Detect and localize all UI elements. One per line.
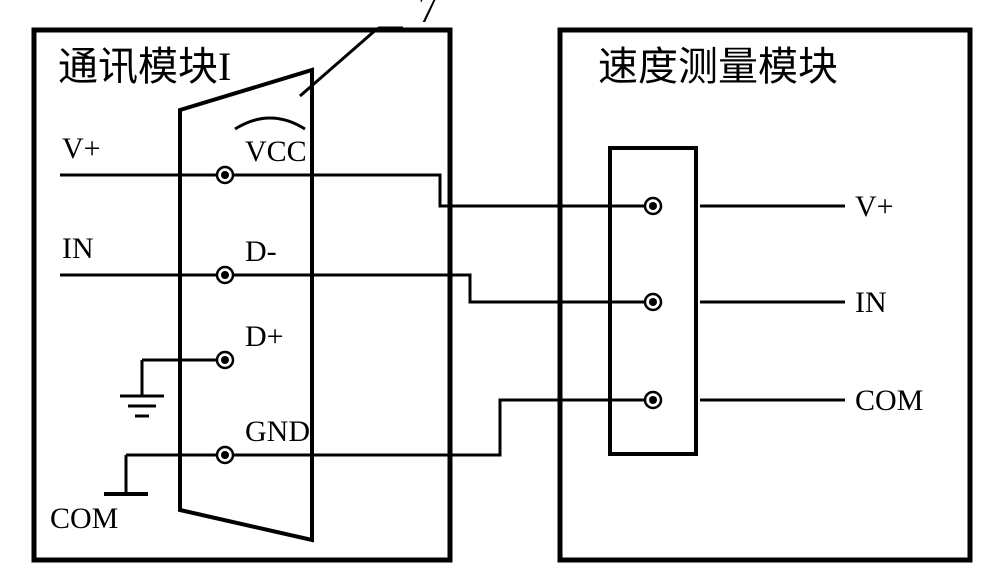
diagram-svg: 通讯模块I VCC V+ D- IN D+ GND COM 速度测量模块 V+ IN COM 7 <box>0 0 1000 585</box>
left-ext-label-IN: IN <box>62 232 94 265</box>
right-pin-V+-dot <box>649 202 657 210</box>
right-pin-label-COM: COM <box>855 384 923 417</box>
leader-number: 7 <box>418 0 438 31</box>
left-pin-label-GND: GND <box>245 415 310 448</box>
left-pin-label-D+: D+ <box>245 320 284 353</box>
right-module-title: 速度测量模块 <box>598 44 838 89</box>
right-pin-label-V+: V+ <box>855 190 894 223</box>
right-pin-label-IN: IN <box>855 286 887 319</box>
left-ext-label-V+: V+ <box>62 132 101 165</box>
left-pin-D+-dot <box>221 356 229 364</box>
right-pin-IN-dot <box>649 298 657 306</box>
left-com-label: COM <box>50 502 118 535</box>
left-pin-GND-dot <box>221 451 229 459</box>
right-pin-COM-dot <box>649 396 657 404</box>
left-pin-VCC-dot <box>221 171 229 179</box>
left-pin-label-D-: D- <box>245 235 277 268</box>
left-module-title: 通讯模块I <box>58 44 231 89</box>
left-pin-label-VCC: VCC <box>245 135 307 168</box>
left-pin-D--dot <box>221 271 229 279</box>
